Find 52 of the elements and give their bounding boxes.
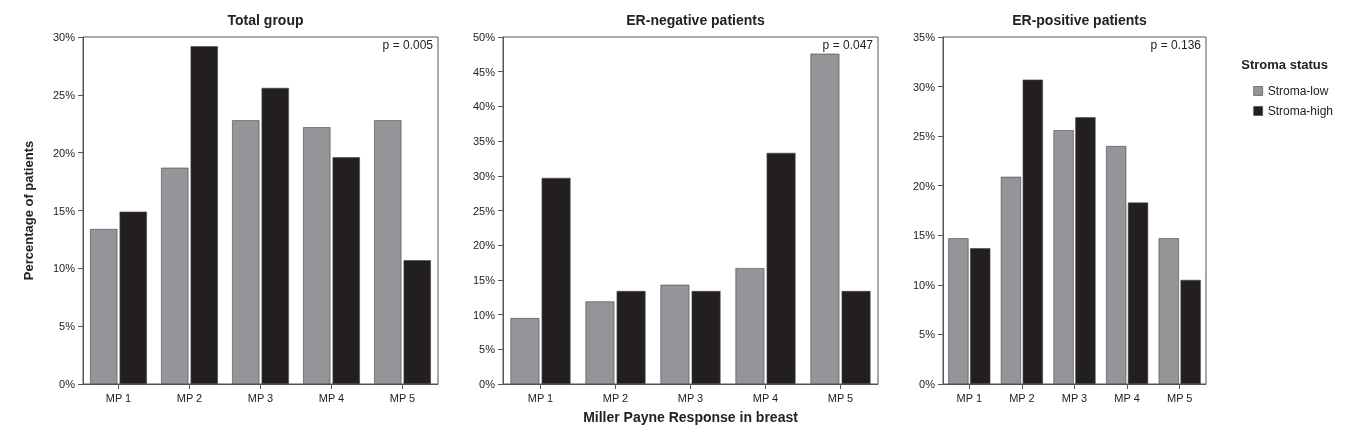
x-tick-label: MP 4 [1114,391,1140,404]
y-tick-label: 5% [479,343,496,356]
y-tick-label: 10% [472,308,496,321]
legend-title: Stroma status [1241,57,1329,72]
x-tick-label: MP 1 [105,391,132,404]
y-tick-label: 5% [919,328,936,341]
legend-label: Stroma-low [1267,84,1329,98]
x-tick-label: MP 3 [677,391,704,404]
x-tick-label: MP 4 [752,391,779,404]
x-tick-label: MP 1 [956,391,983,404]
annotation: p = 0.005 [382,38,434,52]
chart-title: ER-negative patients [626,12,765,28]
y-tick-label: 20% [472,239,496,252]
y-tick-label: 0% [919,378,936,390]
y-tick-label: 45% [472,65,496,78]
y-tick-label: 15% [912,229,936,242]
y-tick-label: 30% [912,80,936,93]
y-tick-label: 0% [479,378,496,390]
chart-title: Total group [227,12,304,28]
x-tick-label: MP 2 [176,391,203,404]
y-tick-label: 25% [472,204,496,217]
y-tick-label: 40% [472,100,496,113]
x-tick-label: MP 2 [602,391,629,404]
y-tick-label: 15% [52,204,76,217]
x-tick-label: MP 5 [827,391,854,404]
y-axis-title: Percentage of patients [21,140,36,281]
y-tick-label: 10% [912,278,936,291]
y-tick-label: 5% [59,320,76,333]
x-tick-label: MP 3 [247,391,274,404]
annotation: p = 0.047 [822,38,874,52]
y-tick-label: 10% [52,262,76,275]
y-tick-label: 35% [472,135,496,148]
y-tick-label: 20% [52,146,76,159]
y-tick-label: 30% [472,169,496,182]
x-tick-label: MP 4 [318,391,345,404]
x-axis-title: Miller Payne Response in breast [583,409,799,425]
y-tick-label: 15% [472,273,496,286]
y-tick-label: 25% [912,130,936,143]
y-tick-label: 0% [59,378,76,390]
x-tick-label: MP 5 [1166,391,1193,404]
y-tick-label: 25% [52,88,76,101]
x-tick-label: MP 3 [1061,391,1088,404]
y-tick-label: 35% [912,31,936,43]
y-tick-label: 50% [472,31,496,43]
y-tick-label: 20% [912,179,936,192]
x-tick-label: MP 2 [1009,391,1035,404]
x-tick-label: MP 1 [527,391,554,404]
x-tick-label: MP 5 [389,391,416,404]
annotation: p = 0.136 [1150,38,1202,52]
legend-label: Stroma-high [1267,104,1334,118]
y-tick-label: 30% [52,31,76,43]
chart-title: ER-positive patients [1012,12,1147,28]
